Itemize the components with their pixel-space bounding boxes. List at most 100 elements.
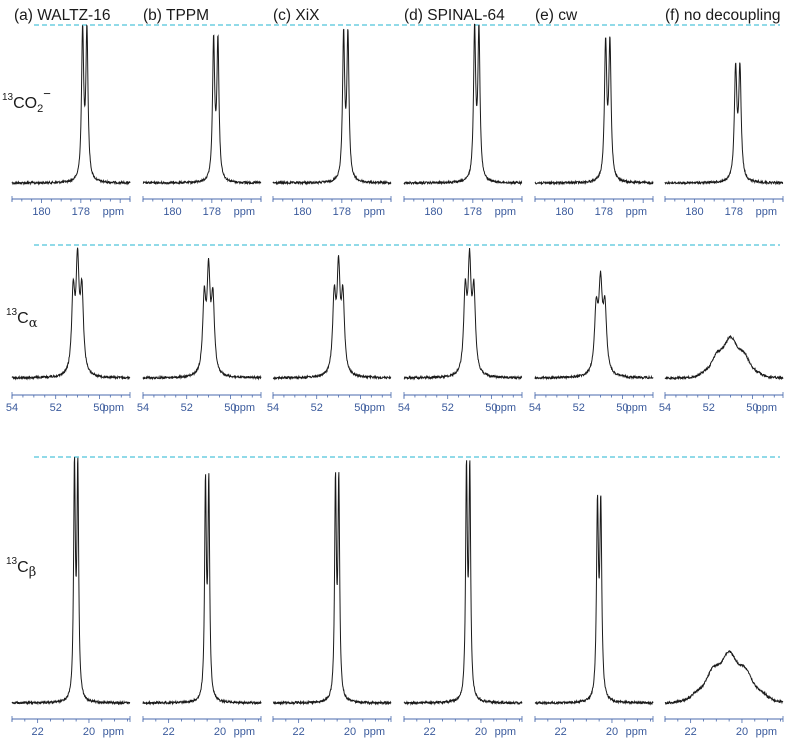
x-tick-label: 180 bbox=[555, 206, 573, 218]
x-axis-unit-label: ppm bbox=[756, 726, 777, 738]
column-title-e: (e) cw bbox=[535, 7, 578, 24]
x-tick-label: 54 bbox=[398, 402, 410, 414]
row-label-co2-charge: − bbox=[43, 86, 51, 101]
x-tick-label: 22 bbox=[32, 726, 44, 738]
x-tick-label: 50 bbox=[93, 402, 105, 414]
row-label-ca-main: C bbox=[17, 310, 29, 327]
x-tick-label: 178 bbox=[333, 206, 351, 218]
x-tick-label: 178 bbox=[72, 206, 90, 218]
x-axis-unit-label: ppm bbox=[103, 402, 124, 414]
panel-cb-b: 22 20 ppm bbox=[142, 473, 262, 738]
spectrum-trace bbox=[142, 473, 262, 706]
spectra-grid: 180 178 ppm 180 178 ppm 180 178 ppm 180 178 ppm 180 1… bbox=[6, 23, 784, 738]
column-title-b: (b) TPPM bbox=[143, 7, 209, 24]
x-tick-label: 20 bbox=[83, 726, 95, 738]
spectrum-trace bbox=[403, 23, 523, 186]
x-tick-label: 22 bbox=[293, 726, 305, 738]
spectrum-trace bbox=[664, 62, 784, 186]
spectrum-trace bbox=[272, 28, 392, 186]
spectrum-trace bbox=[11, 247, 131, 381]
spectrum-trace bbox=[534, 270, 654, 381]
spectrum-trace bbox=[11, 457, 131, 706]
spectrum-trace bbox=[664, 335, 784, 381]
x-tick-label: 50 bbox=[354, 402, 366, 414]
x-tick-label: 22 bbox=[685, 726, 697, 738]
x-tick-label: 54 bbox=[659, 402, 671, 414]
x-tick-label: 52 bbox=[50, 402, 62, 414]
spectrum-trace bbox=[142, 257, 262, 381]
panel-co2-b: 180 178 ppm bbox=[142, 34, 262, 218]
spectrum-trace bbox=[403, 460, 523, 706]
row-label-co2-sub: 2 bbox=[37, 103, 43, 115]
x-tick-label: 52 bbox=[311, 402, 323, 414]
x-tick-label: 20 bbox=[475, 726, 487, 738]
spectrum-trace bbox=[11, 24, 131, 186]
panel-cb-c: 22 20 ppm bbox=[272, 472, 392, 738]
spectrum-trace bbox=[403, 247, 523, 381]
x-tick-label: 50 bbox=[224, 402, 236, 414]
x-axis-unit-label: ppm bbox=[495, 206, 516, 218]
x-tick-label: 178 bbox=[725, 206, 743, 218]
x-axis-unit-label: ppm bbox=[756, 206, 777, 218]
column-titles: (a) WALTZ-16 (b) TPPM (c) XiX (d) SPINAL… bbox=[14, 7, 780, 24]
spectrum-trace bbox=[664, 650, 784, 705]
spectrum-trace bbox=[272, 472, 392, 706]
spectrum-trace bbox=[534, 36, 654, 186]
panel-co2-c: 180 178 ppm bbox=[272, 28, 392, 218]
x-tick-label: 54 bbox=[6, 402, 18, 414]
panel-cb-d: 22 20 ppm bbox=[403, 460, 523, 738]
x-tick-label: 20 bbox=[606, 726, 618, 738]
row-label-cb-sup: 13 bbox=[6, 556, 18, 567]
x-axis-unit-label: ppm bbox=[626, 402, 647, 414]
column-title-d: (d) SPINAL-64 bbox=[404, 7, 505, 24]
x-axis-unit-label: ppm bbox=[495, 402, 516, 414]
row-cb: 22 20 ppm 22 20 ppm 22 20 ppm 22 20 ppm 22 20 ppm 22 20 p… bbox=[11, 456, 784, 738]
x-axis-unit-label: ppm bbox=[626, 726, 647, 738]
x-tick-label: 180 bbox=[685, 206, 703, 218]
x-axis-unit-label: ppm bbox=[756, 402, 777, 414]
row-label-co2-main: CO bbox=[13, 95, 37, 112]
panel-co2-d: 180 178 ppm bbox=[403, 23, 523, 218]
x-tick-label: 52 bbox=[181, 402, 193, 414]
spectrum-trace bbox=[534, 494, 654, 706]
x-axis-unit-label: ppm bbox=[234, 402, 255, 414]
x-tick-label: 50 bbox=[485, 402, 497, 414]
row-label-co2-sup: 13 bbox=[2, 92, 14, 103]
spectrum-trace bbox=[142, 34, 262, 186]
panel-co2-e: 180 178 ppm bbox=[534, 36, 654, 218]
row-label-cb-sub: β bbox=[29, 565, 37, 580]
x-tick-label: 22 bbox=[163, 726, 175, 738]
x-axis-unit-label: ppm bbox=[364, 206, 385, 218]
x-axis-unit-label: ppm bbox=[103, 206, 124, 218]
x-tick-label: 180 bbox=[32, 206, 50, 218]
x-tick-label: 20 bbox=[214, 726, 226, 738]
row-label-ca-sub: α bbox=[29, 316, 38, 331]
x-tick-label: 54 bbox=[529, 402, 541, 414]
row-label-cb: 13Cβ bbox=[6, 556, 36, 580]
x-tick-label: 54 bbox=[267, 402, 279, 414]
x-tick-label: 20 bbox=[344, 726, 356, 738]
x-axis-unit-label: ppm bbox=[364, 402, 385, 414]
row-label-co2: 13CO2− bbox=[2, 86, 51, 115]
panel-co2-a: 180 178 ppm bbox=[11, 24, 131, 218]
column-title-c: (c) XiX bbox=[273, 7, 320, 24]
x-tick-label: 52 bbox=[442, 402, 454, 414]
panel-cb-f: 22 20 ppm bbox=[664, 650, 784, 738]
x-tick-label: 52 bbox=[703, 402, 715, 414]
row-label-ca-sup: 13 bbox=[6, 307, 18, 318]
x-tick-label: 54 bbox=[137, 402, 149, 414]
column-title-a: (a) WALTZ-16 bbox=[14, 7, 110, 24]
x-tick-label: 50 bbox=[616, 402, 628, 414]
panel-cb-e: 22 20 ppm bbox=[534, 494, 654, 738]
x-axis-unit-label: ppm bbox=[495, 726, 516, 738]
x-tick-label: 178 bbox=[595, 206, 613, 218]
panel-cb-a: 22 20 ppm bbox=[11, 457, 131, 738]
x-axis-unit-label: ppm bbox=[364, 726, 385, 738]
